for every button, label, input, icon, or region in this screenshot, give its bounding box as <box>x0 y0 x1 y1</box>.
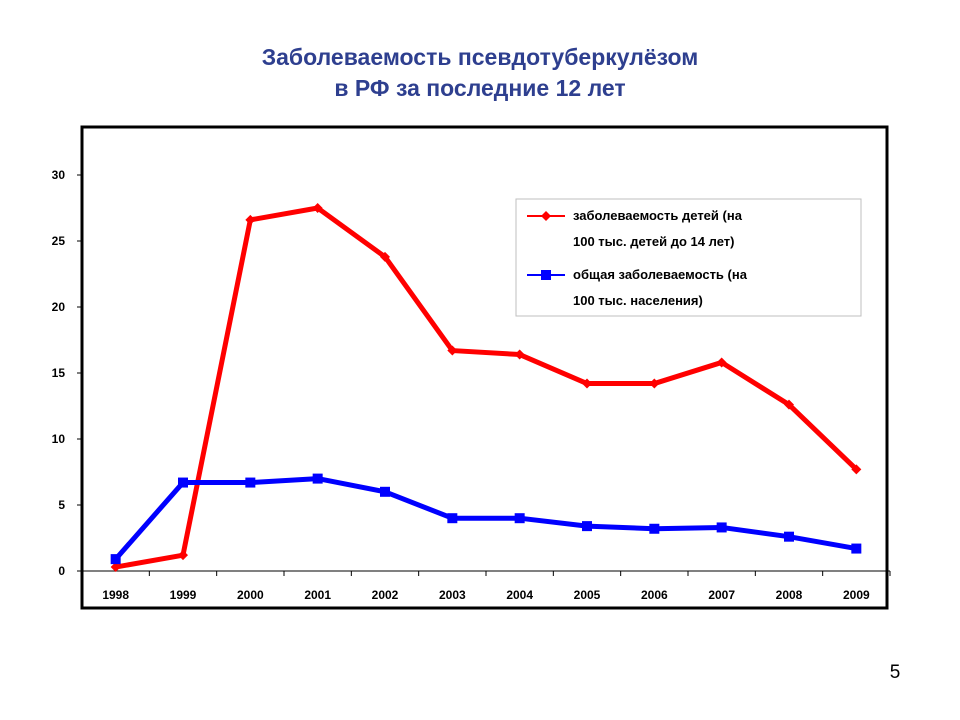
x-tick-label: 1998 <box>102 588 129 602</box>
data-point-square <box>851 543 862 554</box>
data-point-diamond <box>178 550 188 561</box>
data-point-diamond <box>514 349 525 360</box>
y-tick-label: 15 <box>52 366 66 380</box>
legend-entry: общая заболеваемость (на 100 тыс. населен… <box>527 267 748 308</box>
data-point-diamond <box>245 214 256 225</box>
data-point-square <box>380 486 390 497</box>
data-point-diamond <box>110 562 121 573</box>
legend-entry: заболеваемость детей (на 100 тыс. детей д… <box>527 208 743 249</box>
data-point-diamond <box>851 464 862 475</box>
y-tick-label: 10 <box>52 432 66 446</box>
x-tick-label: 2008 <box>776 588 803 602</box>
legend-box <box>515 198 862 317</box>
y-tick-label: 30 <box>52 168 66 182</box>
x-tick-label: 2001 <box>304 588 331 602</box>
series-line <box>115 205 859 570</box>
data-point-square <box>784 531 794 542</box>
legend-swatch-marker <box>541 211 551 221</box>
x-tick-label: 2000 <box>237 588 264 602</box>
data-point-square <box>582 521 592 532</box>
legend-swatch-marker <box>541 270 551 280</box>
data-point-diamond <box>649 378 660 389</box>
x-tick-label: 2006 <box>641 588 668 602</box>
data-point-square <box>245 477 256 488</box>
x-tick-label: 2007 <box>708 588 735 602</box>
data-point-square <box>178 477 188 488</box>
data-point-square <box>514 513 525 524</box>
x-tick-label: 2009 <box>843 588 870 602</box>
data-point-square <box>312 473 323 484</box>
legend-label-line1: общая заболеваемость (на <box>573 267 748 282</box>
series-total <box>110 473 862 565</box>
axes: 0 5 10 15 20 25 30 1998 1999 2000 2001 2002 2003 2004… <box>52 168 891 602</box>
legend-label-line2: 100 тыс. населения) <box>573 293 703 308</box>
data-point-square <box>716 522 727 533</box>
x-tick-label: 2004 <box>506 588 533 602</box>
slide-title: Заболеваемость псевдотуберкулёзом в РФ з… <box>0 42 960 104</box>
page-number: 5 <box>889 662 901 683</box>
y-tick-label: 0 <box>58 564 65 578</box>
x-tick-label: 2002 <box>372 588 399 602</box>
x-tick-label: 1999 <box>170 588 197 602</box>
y-tick-label: 5 <box>58 498 65 512</box>
data-point-diamond <box>312 203 323 213</box>
series-line <box>113 476 857 561</box>
slide-title-line2: в РФ за последние 12 лет <box>334 75 626 101</box>
data-point-diamond <box>582 378 592 389</box>
slide-title-line1: Заболеваемость псевдотуберкулёзом <box>261 44 699 70</box>
data-point-square <box>649 523 660 534</box>
data-point-diamond <box>380 251 390 262</box>
y-tick-label: 20 <box>52 300 66 314</box>
data-point-diamond <box>784 399 794 410</box>
x-tick-label: 2005 <box>574 588 601 602</box>
data-point-square <box>110 554 121 565</box>
data-point-diamond <box>447 345 458 356</box>
series-children <box>110 203 862 573</box>
legend-label-line2: 100 тыс. детей до 14 лет) <box>573 234 734 249</box>
y-tick-label: 25 <box>52 234 66 248</box>
series-layer <box>110 203 862 573</box>
data-point-diamond <box>716 357 727 368</box>
legend: заболеваемость детей (на 100 тыс. детей д… <box>515 198 862 317</box>
data-point-square <box>447 513 458 524</box>
x-tick-label: 2003 <box>439 588 466 602</box>
legend-label-line1: заболеваемость детей (на <box>573 208 743 223</box>
